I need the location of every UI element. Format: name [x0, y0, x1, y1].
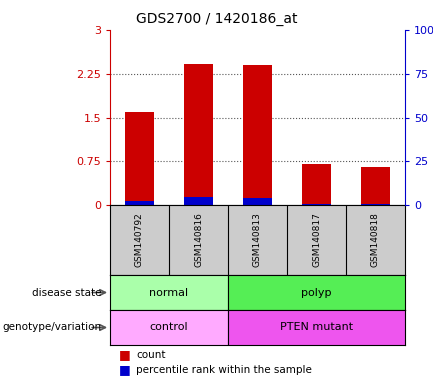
Bar [110, 310, 228, 345]
Text: normal: normal [149, 288, 188, 298]
Text: disease state: disease state [32, 288, 101, 298]
Text: GSM140816: GSM140816 [194, 213, 203, 267]
Text: percentile rank within the sample: percentile rank within the sample [136, 365, 312, 375]
Bar [243, 199, 272, 205]
Text: GSM140813: GSM140813 [253, 213, 262, 267]
Bar [228, 310, 405, 345]
Text: GSM140817: GSM140817 [312, 213, 321, 267]
Bar [243, 65, 272, 205]
Text: control: control [150, 323, 188, 333]
Bar [228, 275, 405, 310]
Bar [125, 201, 154, 205]
Bar [361, 167, 390, 205]
Text: genotype/variation: genotype/variation [2, 323, 101, 333]
Text: GSM140818: GSM140818 [371, 213, 380, 267]
Text: polyp: polyp [301, 288, 332, 298]
Text: PTEN mutant: PTEN mutant [280, 323, 353, 333]
Bar [184, 64, 213, 205]
Bar [302, 164, 331, 205]
Text: count: count [136, 350, 165, 360]
Bar [110, 275, 228, 310]
Bar [125, 112, 154, 205]
Bar [302, 204, 331, 205]
Bar [184, 197, 213, 205]
Text: ■: ■ [119, 349, 130, 361]
Text: GSM140792: GSM140792 [135, 213, 144, 267]
Text: ■: ■ [119, 364, 130, 376]
Text: GDS2700 / 1420186_at: GDS2700 / 1420186_at [136, 12, 297, 26]
Bar [361, 204, 390, 205]
